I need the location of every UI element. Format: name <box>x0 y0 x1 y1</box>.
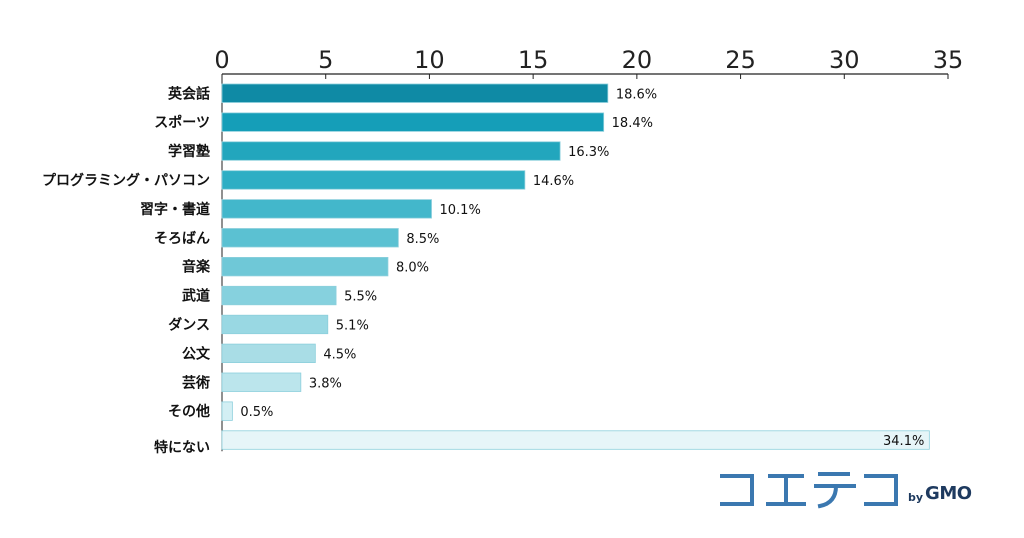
value-label-5: 8.5% <box>406 232 439 247</box>
category-label-4: 習字・書道 <box>140 201 210 218</box>
bar-1 <box>221 112 605 132</box>
bar-4 <box>221 199 432 219</box>
value-label-8: 5.1% <box>336 318 369 333</box>
bar-12 <box>221 430 930 450</box>
value-labels: 18.6% 18.4%16.3% 14.6% 10.1%8.5% 8.0% 5.5% 5.1… <box>240 87 924 449</box>
category-label-12: 特にない <box>154 439 210 456</box>
x-tick-label-35: 35 <box>933 46 964 74</box>
bar-2 <box>221 141 561 161</box>
category-label-9: 公文 <box>182 345 211 362</box>
brand-gmo-text: GMO <box>925 483 972 504</box>
x-axis-ticks: 0 5 10 15 20 25 30 35 <box>214 46 963 79</box>
value-label-6: 8.0% <box>396 261 429 276</box>
value-label-4: 10.1% <box>440 203 481 218</box>
value-label-2: 16.3% <box>568 145 609 160</box>
value-label-12: 34.1% <box>883 434 924 449</box>
kotecho-logo <box>720 472 898 509</box>
x-tick-label-10: 10 <box>414 46 445 74</box>
value-label-10: 3.8% <box>309 376 342 391</box>
category-label-0: 英会話 <box>167 85 210 102</box>
value-label-0: 18.6% <box>616 87 657 102</box>
value-label-3: 14.6% <box>533 174 574 189</box>
category-label-1: スポーツ <box>154 114 210 131</box>
category-labels: 英会話スポーツ学習塾プログラミング・パソコン習字・書道そろばん音楽武道ダンス公文… <box>42 85 211 456</box>
category-label-7: 武道 <box>182 288 210 305</box>
x-tick-label-0: 0 <box>214 46 229 74</box>
category-label-3: プログラミング・パソコン <box>42 172 210 189</box>
bar-3 <box>221 170 526 190</box>
x-tick-label-5: 5 <box>318 46 333 74</box>
brand-logo-area: by GMO <box>716 466 1006 510</box>
x-tick-label-25: 25 <box>725 46 756 74</box>
bar-8 <box>221 314 329 335</box>
category-label-11: その他 <box>168 403 210 420</box>
brand-by-text: by <box>908 491 924 504</box>
category-label-5: そろばん <box>154 231 210 247</box>
brand-by-gmo: by GMO <box>908 483 972 504</box>
category-label-8: ダンス <box>168 316 210 333</box>
value-label-9: 4.5% <box>323 347 356 362</box>
value-label-1: 18.4% <box>612 116 653 131</box>
bar-10 <box>221 372 302 392</box>
x-tick-label-15: 15 <box>518 46 549 74</box>
bar-11 <box>221 401 233 421</box>
category-label-6: 音楽 <box>182 259 211 276</box>
bar-9 <box>221 343 316 364</box>
category-label-2: 学習塾 <box>168 143 210 160</box>
bar-7 <box>221 285 337 306</box>
value-label-11: 0.5% <box>240 405 273 420</box>
x-tick-label-30: 30 <box>829 46 860 74</box>
value-label-7: 5.5% <box>344 290 377 305</box>
bar-5 <box>221 228 399 248</box>
bar-6 <box>221 256 389 277</box>
x-tick-label-20: 20 <box>622 46 653 74</box>
bars <box>221 83 930 450</box>
bar-0 <box>221 83 609 103</box>
category-label-10: 芸術 <box>182 374 210 391</box>
